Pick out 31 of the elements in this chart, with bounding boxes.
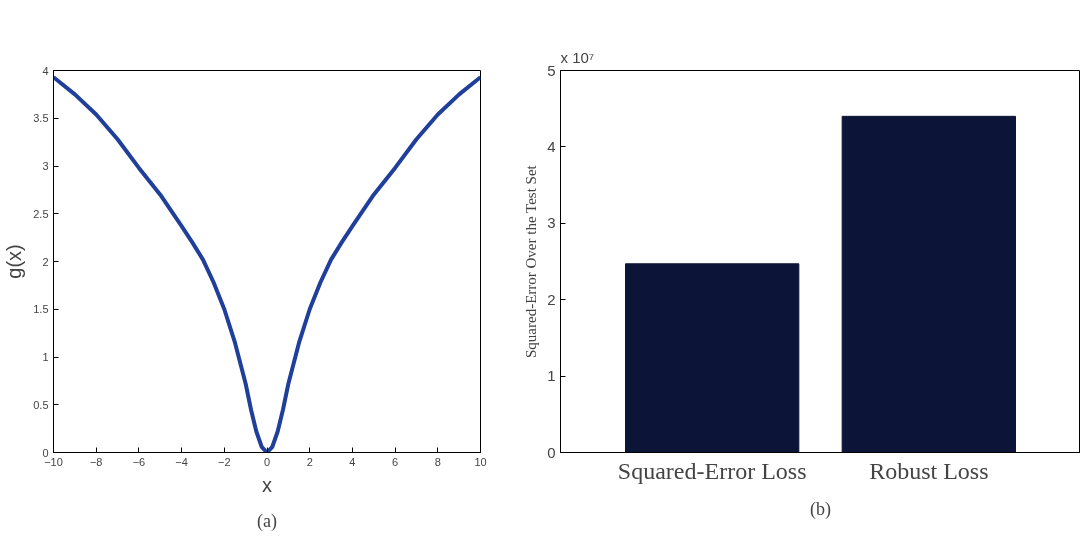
y-tick-label: 2.5: [33, 207, 49, 220]
y-tick-label: 1: [547, 367, 556, 385]
y-tick-label: 1.5: [33, 303, 49, 316]
y-axis-title: g(x): [3, 244, 26, 279]
x-axis-title: x: [262, 473, 272, 496]
text: (b): [810, 498, 832, 520]
x-tick-label: 6: [392, 455, 399, 468]
y-tick-label: 0.5: [33, 398, 49, 411]
y-tick-label: 3.5: [33, 112, 49, 125]
x-tick-label: −2: [218, 455, 231, 468]
y-tick-label: 2: [547, 290, 556, 308]
text: (a): [257, 510, 277, 532]
x-tick-label: −6: [132, 455, 146, 468]
x-tick-label: −8: [89, 455, 103, 468]
x-tick-label: Squared-Error Loss: [617, 457, 807, 484]
y-tick-label: 4: [547, 137, 556, 155]
y-axis-title: Squared-Error Over the Test Set: [523, 164, 540, 359]
y-tick-label: 5: [547, 61, 556, 79]
y-tick-label: 3: [42, 160, 49, 172]
x-tick-label: −4: [175, 455, 188, 468]
x-tick-label: 10: [474, 455, 487, 468]
x-tick-label: 2: [306, 455, 313, 468]
y-tick-label: 3: [547, 214, 556, 232]
x-tick-label: 0: [263, 455, 271, 468]
y-tick-label: 4: [42, 64, 49, 77]
text: x 10⁷: [560, 48, 595, 66]
x-tick-label: 8: [434, 455, 441, 468]
x-tick-label: 4: [349, 455, 356, 468]
y-tick-label: 2: [42, 255, 49, 268]
x-tick-label: Robust Loss: [869, 457, 989, 484]
y-tick-label: 1: [42, 351, 49, 363]
